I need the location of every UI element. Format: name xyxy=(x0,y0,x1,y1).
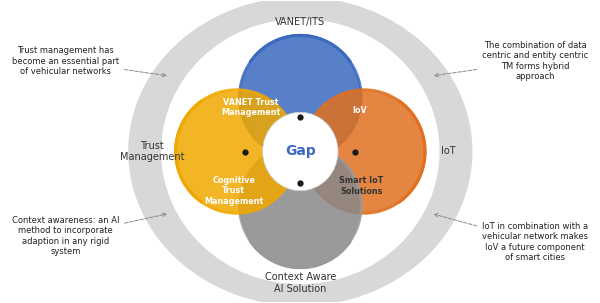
Text: Trust management has
become an essential part
of vehicular networks: Trust management has become an essential… xyxy=(12,46,166,77)
Ellipse shape xyxy=(239,35,361,159)
Text: Trust
Management: Trust Management xyxy=(120,141,185,162)
Ellipse shape xyxy=(161,19,440,284)
Text: Gap: Gap xyxy=(285,145,316,158)
Ellipse shape xyxy=(303,90,425,213)
Text: Context Aware
AI Solution: Context Aware AI Solution xyxy=(265,272,336,294)
Text: VANET Trust
Management: VANET Trust Management xyxy=(221,98,281,118)
Text: IoT in combination with a
vehicular network makes
IoV a future component
of smar: IoT in combination with a vehicular netw… xyxy=(434,214,589,262)
Text: Cognitive
Trust
Management: Cognitive Trust Management xyxy=(204,176,263,206)
Text: The combination of data
centric and entity centric
TM forms hybrid
approach: The combination of data centric and enti… xyxy=(434,41,589,81)
Text: IoT: IoT xyxy=(441,146,455,157)
Ellipse shape xyxy=(263,112,338,191)
Ellipse shape xyxy=(239,144,361,268)
Ellipse shape xyxy=(176,90,298,213)
Text: IoV: IoV xyxy=(352,106,367,115)
Text: VANET/ITS: VANET/ITS xyxy=(275,17,325,27)
Text: Smart IoT
Solutions: Smart IoT Solutions xyxy=(339,176,383,196)
Ellipse shape xyxy=(138,7,463,296)
Text: Context awareness: an AI
method to incorporate
adaption in any rigid
system: Context awareness: an AI method to incor… xyxy=(11,213,166,256)
